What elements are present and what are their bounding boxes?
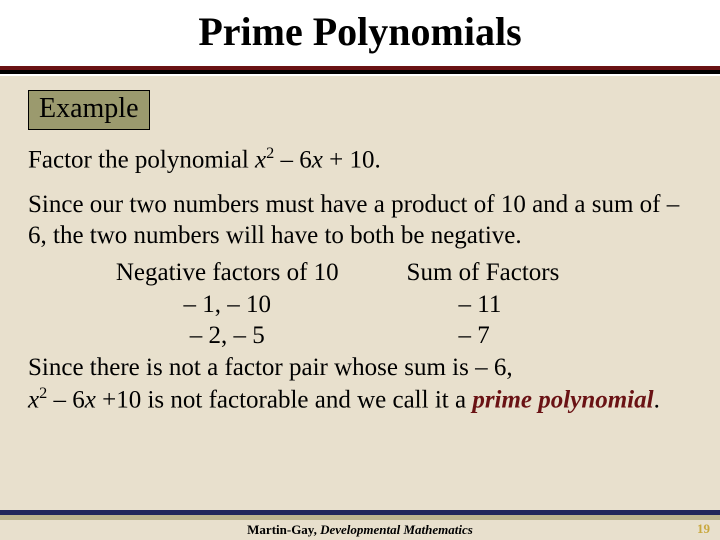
separator-black xyxy=(0,70,720,74)
footer-book: Developmental Mathematics xyxy=(320,522,473,537)
footer: Martin-Gay, Developmental Mathematics 19 xyxy=(0,510,720,540)
factor-table: Negative factors of 10 Sum of Factors – … xyxy=(28,257,692,351)
separator xyxy=(0,66,720,76)
slide: Prime Polynomials Example Factor the pol… xyxy=(0,0,720,540)
cell-factors: – 1, – 10 xyxy=(28,289,387,320)
conclusion-line1: Since there is not a factor pair whose s… xyxy=(28,354,513,381)
table-row: – 2, – 5 – 7 xyxy=(28,320,692,351)
cell-factors: – 2, – 5 xyxy=(28,320,387,351)
explanation-1: Since our two numbers must have a produc… xyxy=(28,190,692,251)
header-factors: Negative factors of 10 xyxy=(28,257,387,288)
conc-mid: – 6 xyxy=(47,386,85,413)
prompt-prefix: Factor the polynomial xyxy=(28,146,255,173)
cell-sum: – 11 xyxy=(387,289,692,320)
footer-credit: Martin-Gay, Developmental Mathematics xyxy=(247,522,473,538)
footer-bar: Martin-Gay, Developmental Mathematics 19 xyxy=(0,520,720,540)
content-area: Example Factor the polynomial x2 – 6x + … xyxy=(0,76,720,510)
footer-author: Martin-Gay, xyxy=(247,522,320,537)
poly-end: + 10. xyxy=(323,146,381,173)
conc-period: . xyxy=(654,386,660,413)
prime-term: prime polynomial xyxy=(472,386,653,413)
poly-var: x xyxy=(255,146,266,173)
table-header: Negative factors of 10 Sum of Factors xyxy=(28,257,692,288)
header-sum: Sum of Factors xyxy=(387,257,692,288)
title-bar: Prime Polynomials xyxy=(0,0,720,66)
slide-title: Prime Polynomials xyxy=(0,8,720,55)
footer-separator xyxy=(0,510,720,520)
table-row: – 1, – 10 – 11 xyxy=(28,289,692,320)
prompt-line: Factor the polynomial x2 – 6x + 10. xyxy=(28,144,692,174)
conc-end: +10 is not factorable and we call it a xyxy=(96,386,472,413)
page-number: 19 xyxy=(697,521,710,537)
conc-var-2: x xyxy=(85,386,96,413)
example-badge: Example xyxy=(28,90,150,130)
poly-mid: – 6 xyxy=(274,146,312,173)
poly-var-2: x xyxy=(312,146,323,173)
cell-sum: – 7 xyxy=(387,320,692,351)
conclusion: Since there is not a factor pair whose s… xyxy=(28,353,692,415)
conc-var: x xyxy=(28,386,39,413)
